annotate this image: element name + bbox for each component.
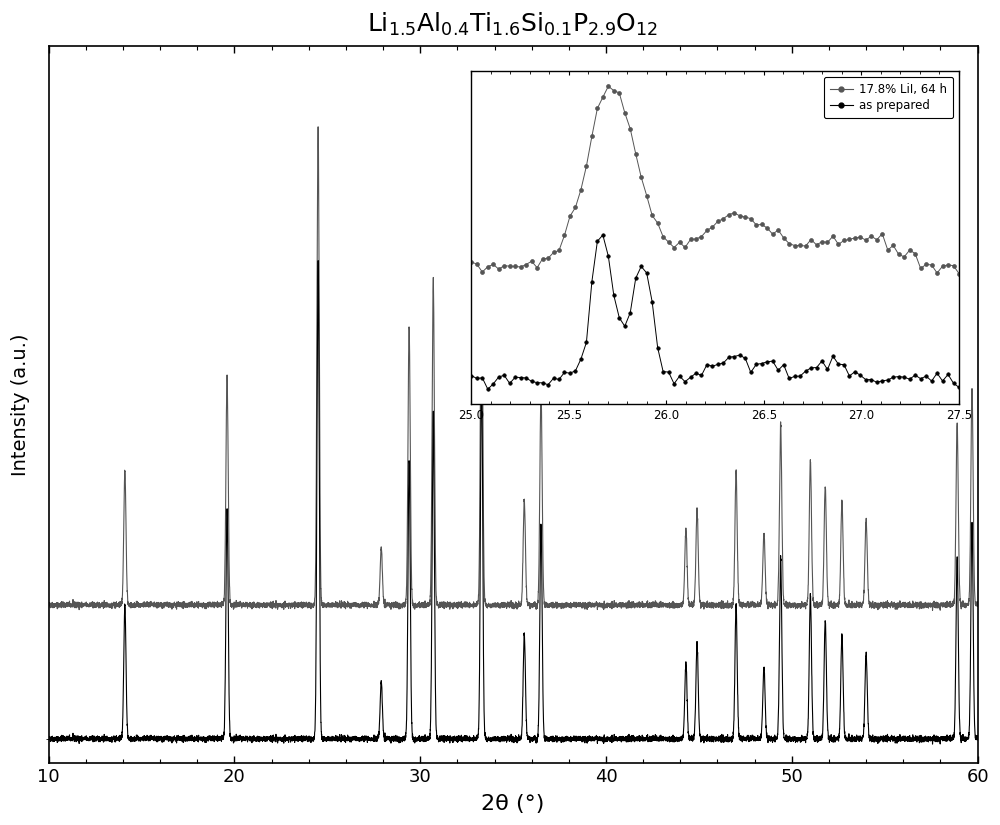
Y-axis label: Intensity (a.u.): Intensity (a.u.)	[11, 333, 30, 475]
X-axis label: 2θ (°): 2θ (°)	[481, 794, 545, 814]
Title: Li$_{1.5}$Al$_{0.4}$Ti$_{1.6}$Si$_{0.1}$P$_{2.9}$O$_{12}$: Li$_{1.5}$Al$_{0.4}$Ti$_{1.6}$Si$_{0.1}$…	[367, 11, 659, 38]
